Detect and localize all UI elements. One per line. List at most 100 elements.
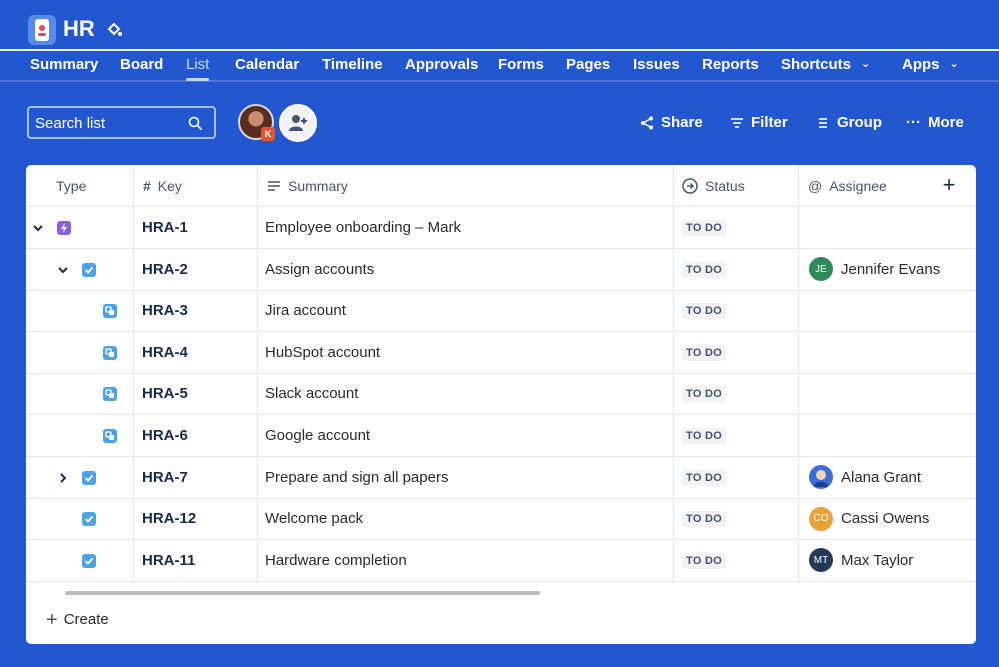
table-row[interactable]: HRA-7 Prepare and sign all papers TO DO Al…	[26, 457, 976, 499]
task-checkbox-icon	[82, 553, 96, 568]
tab-shortcuts[interactable]: Shortcuts ⌄	[781, 56, 870, 73]
table-row[interactable]: HRA-3 Jira account TO DO	[26, 290, 976, 333]
horizontal-scrollbar[interactable]	[65, 591, 540, 595]
project-title: HR	[63, 16, 95, 41]
tab-calendar[interactable]: Calendar	[235, 56, 300, 73]
group-icon	[819, 117, 827, 128]
more-button[interactable]: ··· More	[906, 114, 964, 131]
assignee-name: Cassi Owens	[841, 510, 930, 528]
avatar: JE	[809, 257, 833, 282]
status-badge[interactable]: TO DO	[682, 469, 727, 486]
search-box[interactable]	[27, 106, 216, 139]
header-key[interactable]: # Key	[143, 178, 182, 194]
avatar: CO	[809, 506, 833, 531]
table-header: Type # Key Summary Status @ Assignee +	[26, 165, 976, 207]
add-person-icon	[289, 115, 307, 131]
hash-icon: #	[143, 178, 151, 194]
table-row[interactable]: HRA-12 Welcome pack TO DO CO Cassi Owens	[26, 498, 976, 541]
chevron-down-icon[interactable]	[55, 262, 71, 278]
issue-key[interactable]: HRA-5	[142, 385, 188, 403]
table-row[interactable]: HRA-6 Google account TO DO	[26, 415, 976, 457]
tab-forms[interactable]: Forms	[498, 56, 544, 73]
more-label: More	[928, 114, 964, 131]
issue-key[interactable]: HRA-1	[142, 219, 188, 236]
subtask-icon	[103, 429, 117, 443]
assignee-cell[interactable]: CO Cassi Owens	[809, 498, 929, 539]
issue-summary[interactable]: Google account	[265, 427, 371, 444]
issue-summary[interactable]: Assign accounts	[265, 260, 375, 278]
issue-summary[interactable]: Hardware completion	[265, 551, 407, 569]
chevron-down-icon: ⌄	[861, 58, 871, 70]
status-badge[interactable]: TO DO	[682, 386, 727, 403]
issue-key[interactable]: HRA-6	[142, 427, 188, 444]
header-type-label: Type	[56, 178, 87, 194]
filter-button[interactable]: Filter	[730, 114, 788, 131]
assignee-name: Alana Grant	[841, 468, 922, 486]
table-row[interactable]: HRA-2 Assign accounts TO DO JE Jennifer Ev…	[26, 249, 976, 291]
issue-key[interactable]: HRA-11	[142, 551, 196, 569]
task-checkbox-icon	[82, 470, 96, 485]
assignee-cell-empty[interactable]	[809, 373, 959, 414]
assignee-cell[interactable]: JE Jennifer Evans	[809, 249, 940, 290]
table-row[interactable]: HRA-1 Employee onboarding – Mark TO DO	[26, 207, 976, 249]
issue-summary[interactable]: HubSpot account	[265, 343, 381, 361]
issue-summary[interactable]: Welcome pack	[265, 510, 364, 528]
issue-key[interactable]: HRA-4	[142, 343, 188, 361]
project-tabs: Summary Board List Calendar Timeline App…	[0, 50, 999, 82]
table-row[interactable]: HRA-11 Hardware completion TO DO MT Max Ta…	[26, 540, 976, 582]
header-assignee[interactable]: @ Assignee	[808, 178, 887, 194]
share-button[interactable]: Share	[640, 114, 703, 131]
tab-list[interactable]: List	[186, 56, 210, 81]
chevron-right-icon[interactable]	[55, 470, 71, 486]
issue-key[interactable]: HRA-7	[142, 468, 188, 486]
assignee-cell-empty[interactable]	[809, 207, 959, 248]
header-summary[interactable]: Summary	[267, 178, 348, 194]
header-type[interactable]: Type	[56, 178, 86, 194]
assignee-cell-empty[interactable]	[809, 415, 959, 456]
tab-issues[interactable]: Issues	[633, 56, 680, 73]
status-badge[interactable]: TO DO	[682, 220, 727, 236]
search-icon[interactable]	[188, 116, 202, 130]
search-input[interactable]	[35, 112, 185, 134]
assignee-cell[interactable]: Alana Grant	[809, 457, 921, 498]
header-status[interactable]: Status	[682, 178, 745, 194]
table-row[interactable]: HRA-4 HubSpot account TO DO	[26, 332, 976, 374]
issue-key[interactable]: HRA-12	[142, 510, 197, 528]
phone-app-icon[interactable]	[28, 15, 56, 45]
paint-bucket-icon[interactable]	[106, 22, 122, 38]
tab-timeline[interactable]: Timeline	[322, 56, 383, 73]
chevron-down-icon[interactable]	[30, 220, 46, 236]
status-badge[interactable]: TO DO	[682, 428, 727, 444]
issue-summary[interactable]: Slack account	[265, 385, 359, 403]
tab-approvals[interactable]: Approvals	[405, 56, 479, 73]
assignee-name: Jennifer Evans	[841, 260, 941, 278]
create-button[interactable]: + Create	[46, 608, 109, 631]
header-key-label: Key	[157, 178, 182, 194]
plus-icon: +	[46, 608, 58, 631]
header-assignee-label: Assignee	[829, 178, 887, 194]
tab-reports[interactable]: Reports	[702, 56, 759, 73]
issue-summary[interactable]: Employee onboarding – Mark	[265, 219, 461, 236]
tab-board[interactable]: Board	[120, 56, 164, 73]
tab-pages[interactable]: Pages	[566, 56, 611, 73]
issue-key[interactable]: HRA-2	[142, 260, 188, 278]
status-badge[interactable]: TO DO	[682, 552, 727, 569]
status-badge[interactable]: TO DO	[682, 303, 727, 320]
tab-apps[interactable]: Apps ⌄	[902, 56, 959, 73]
add-column-button[interactable]: +	[942, 172, 956, 197]
assignee-cell-empty[interactable]	[809, 290, 959, 331]
task-checkbox-icon	[82, 262, 96, 277]
issue-summary[interactable]: Jira account	[265, 302, 346, 320]
group-button[interactable]: Group	[816, 114, 882, 131]
status-badge[interactable]: TO DO	[682, 261, 727, 278]
assignee-cell-empty[interactable]	[809, 332, 959, 373]
status-badge[interactable]: TO DO	[682, 511, 727, 528]
assignee-cell[interactable]: MT Max Taylor	[809, 540, 913, 581]
status-badge[interactable]: TO DO	[682, 344, 727, 361]
add-people-button[interactable]	[279, 104, 317, 142]
issue-key[interactable]: HRA-3	[142, 302, 188, 320]
issue-summary[interactable]: Prepare and sign all papers	[265, 468, 449, 486]
tab-summary[interactable]: Summary	[30, 56, 99, 73]
table-row[interactable]: HRA-5 Slack account TO DO	[26, 373, 976, 416]
create-label: Create	[63, 611, 109, 628]
